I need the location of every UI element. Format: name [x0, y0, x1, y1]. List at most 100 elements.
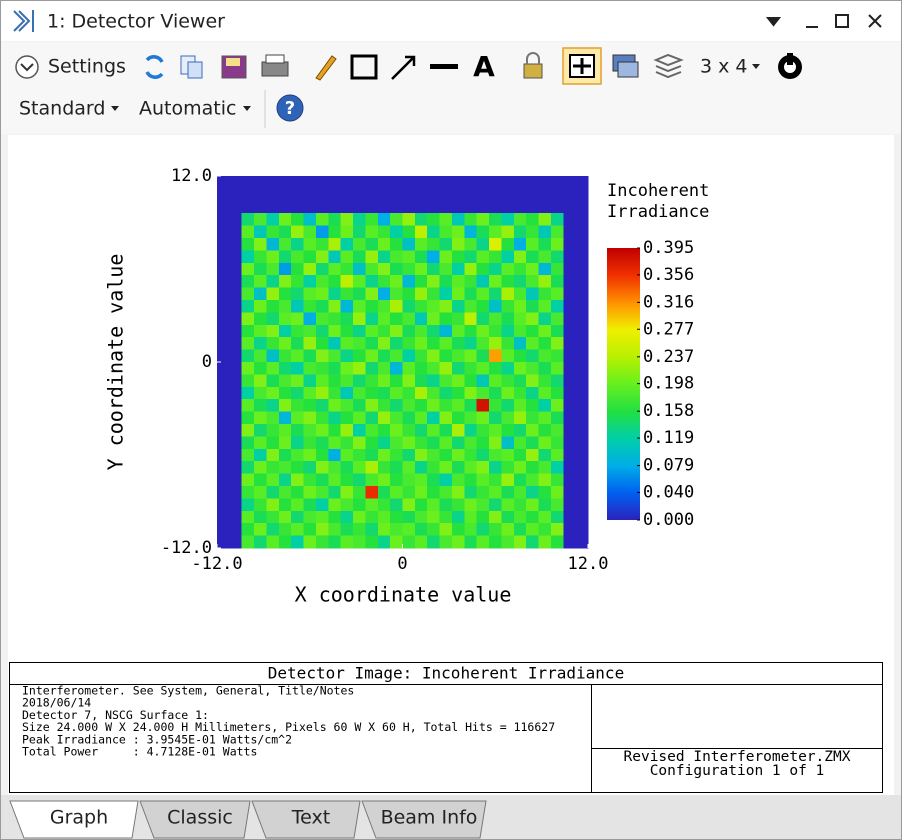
tab[interactable]: Classic	[139, 800, 251, 839]
tab-shape	[361, 800, 487, 839]
heatmap-cell	[563, 411, 576, 425]
tab-label[interactable]: Text	[291, 807, 330, 829]
heatmap-cell	[254, 473, 267, 487]
heatmap-cell	[266, 200, 280, 214]
heatmap-cell	[501, 486, 515, 499]
heatmap-cell	[489, 225, 502, 239]
heatmap-cell	[476, 349, 490, 363]
heatmap-cell	[526, 337, 539, 350]
heatmap-cell	[464, 225, 477, 239]
toolbar-icons[interactable]: A 3 x 4 Standard Automatic ?	[19, 47, 802, 128]
heatmap-cell	[575, 324, 589, 338]
heatmap-cell	[353, 510, 366, 524]
heatmap-cell	[414, 176, 428, 189]
heatmap-cell	[365, 238, 379, 251]
tab-label[interactable]: Classic	[167, 807, 233, 829]
heatmap-cell	[241, 535, 255, 549]
tab[interactable]: Beam Info	[361, 800, 487, 839]
heatmap-cell	[476, 486, 490, 499]
heatmap-cell	[414, 473, 428, 487]
heatmap-cell	[217, 300, 230, 313]
heatmap-cell	[278, 461, 292, 474]
tab-label[interactable]: Beam Info	[381, 807, 478, 829]
scale-label[interactable]: Automatic	[139, 98, 236, 120]
heatmap-cell	[439, 300, 453, 313]
heatmap-cell	[229, 324, 243, 338]
heatmap-cell	[414, 200, 428, 214]
heatmap-cell	[550, 349, 564, 363]
heatmap-cell	[538, 225, 552, 239]
heatmap-cell	[254, 448, 267, 462]
heatmap-cell	[513, 250, 527, 264]
heatmap-cell	[229, 225, 243, 239]
heatmap-cell	[229, 200, 243, 214]
heatmap-cell	[402, 486, 416, 499]
heatmap-cell	[254, 213, 267, 226]
heatmap-cell	[217, 200, 230, 214]
window-controls[interactable]	[765, 14, 882, 28]
heatmap-cell	[328, 448, 341, 462]
heatmap-cell	[340, 250, 354, 264]
heatmap-cell	[513, 324, 527, 338]
tab[interactable]: Graph	[9, 800, 139, 839]
heatmap-cell	[550, 461, 564, 474]
heatmap-cell	[513, 287, 527, 301]
heatmap-cell	[328, 498, 341, 512]
heatmap-cell	[328, 510, 341, 524]
heatmap-cell	[526, 238, 539, 251]
heatmap-cell	[575, 275, 589, 288]
heatmap-cell	[414, 436, 428, 450]
heatmap-cell	[575, 448, 589, 462]
heatmap-cell	[501, 362, 515, 375]
heatmap-cell	[365, 424, 379, 437]
mode-label[interactable]: Standard	[19, 98, 105, 120]
heatmap-cell	[390, 238, 403, 251]
heatmap-cell	[538, 213, 552, 226]
heatmap-cell	[526, 523, 539, 536]
heatmap-cell	[340, 287, 354, 301]
heatmap-cell	[563, 461, 576, 474]
heatmap-cell	[217, 461, 230, 474]
settings-label[interactable]: Settings	[48, 56, 126, 78]
heatmap-cell	[513, 374, 527, 388]
tab-label[interactable]: Graph	[50, 807, 108, 829]
heatmap-cell	[501, 510, 515, 524]
heatmap-cell	[291, 349, 304, 363]
settings-button[interactable]: Settings	[15, 55, 126, 79]
heatmap-cell	[340, 386, 354, 400]
heatmap-cell	[563, 262, 576, 276]
heatmap-cell	[241, 176, 255, 189]
heatmap-cell	[328, 312, 341, 326]
layout-label[interactable]: 3 x 4	[700, 56, 748, 78]
info-line: Interferometer. See System, General, Tit…	[22, 684, 354, 698]
heatmap-cell	[278, 225, 292, 239]
heatmap-cell	[266, 473, 280, 487]
heatmap-cell	[365, 448, 379, 462]
heatmap-cell	[575, 411, 589, 425]
heatmap-cell	[291, 523, 304, 536]
heatmap-cell	[390, 399, 403, 412]
heatmap-cell	[315, 362, 329, 375]
heatmap-cell	[340, 337, 354, 350]
heatmap-cell	[489, 510, 502, 524]
heatmap-cell	[377, 300, 391, 313]
heatmap-cell	[241, 275, 255, 288]
heatmap-cell	[365, 312, 379, 326]
heatmap-cell	[464, 349, 477, 363]
heatmap-cell	[476, 362, 490, 375]
heatmap-cell	[402, 535, 416, 549]
heatmap-cell	[390, 486, 403, 499]
heatmap-cell	[563, 287, 576, 301]
heatmap-cell	[278, 275, 292, 288]
heatmap-cell	[439, 312, 453, 326]
heatmap-cell	[377, 312, 391, 326]
heatmap-cell	[439, 461, 453, 474]
heatmap-cell	[278, 473, 292, 487]
tab[interactable]: Text	[251, 800, 361, 839]
heatmap-cell	[464, 510, 477, 524]
heatmap-cell	[278, 411, 292, 425]
heatmap-cell	[340, 176, 354, 189]
heatmap-cell	[315, 486, 329, 499]
heatmap-cell	[451, 399, 465, 412]
heatmap-cell	[439, 188, 453, 202]
